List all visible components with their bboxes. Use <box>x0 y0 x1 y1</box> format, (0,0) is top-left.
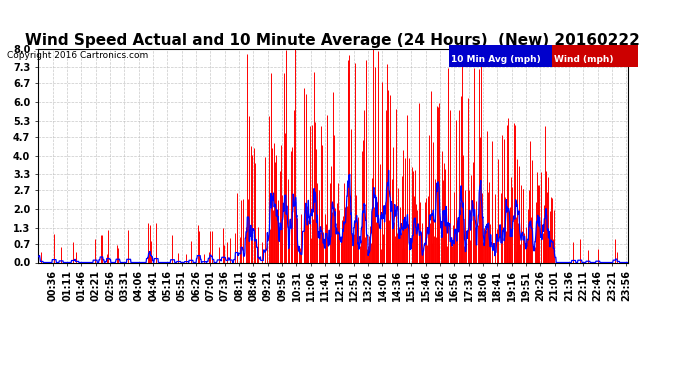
Title: Wind Speed Actual and 10 Minute Average (24 Hours)  (New) 20160222: Wind Speed Actual and 10 Minute Average … <box>26 33 640 48</box>
Text: Copyright 2016 Cartronics.com: Copyright 2016 Cartronics.com <box>7 51 148 60</box>
Text: 10 Min Avg (mph): 10 Min Avg (mph) <box>451 55 540 64</box>
Text: Wind (mph): Wind (mph) <box>554 55 613 64</box>
